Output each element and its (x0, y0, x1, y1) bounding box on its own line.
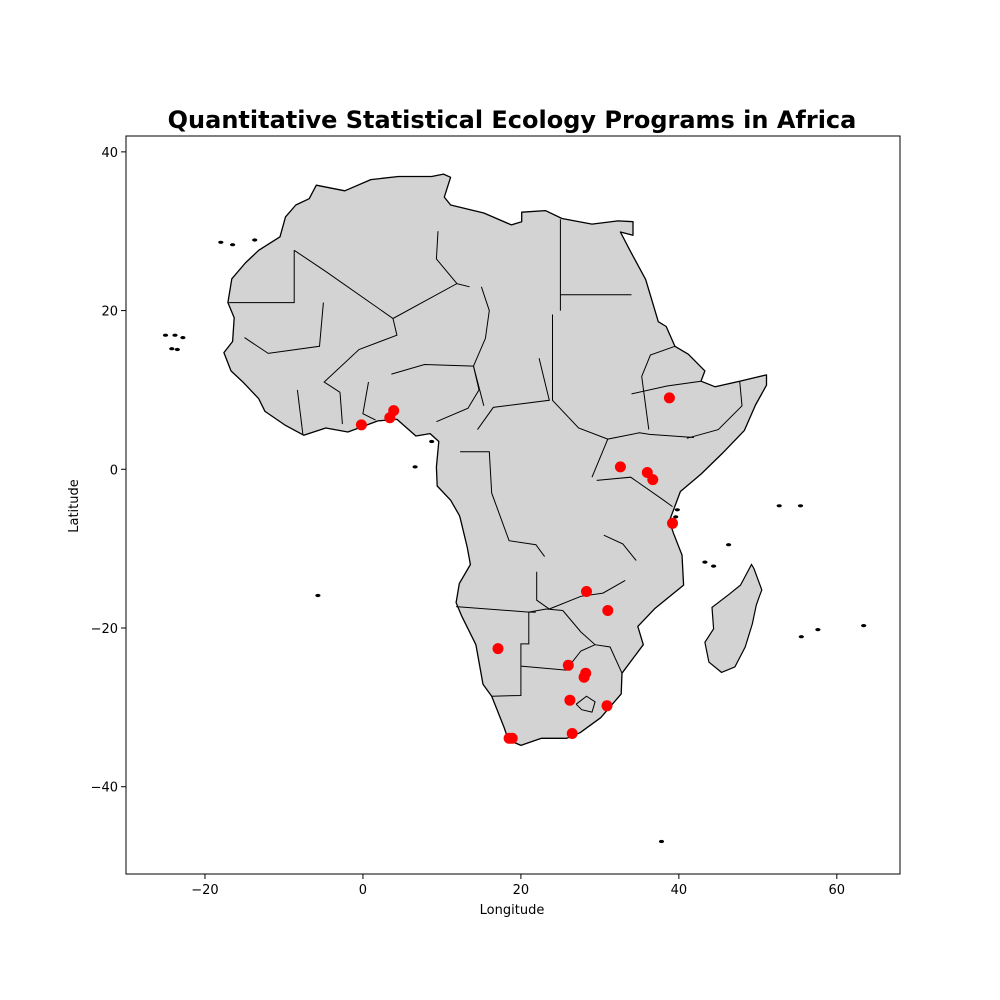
island (252, 238, 258, 242)
x-tick-label: 40 (671, 883, 688, 898)
program-point (581, 586, 592, 597)
program-point (578, 671, 590, 683)
island (180, 336, 186, 340)
country-border (362, 381, 376, 421)
country-border (552, 314, 608, 440)
program-point (601, 700, 613, 712)
country-border (596, 476, 673, 508)
program-point (506, 732, 518, 744)
country-border (641, 345, 676, 430)
island (861, 624, 867, 628)
x-tick-label: 0 (359, 883, 367, 898)
country-border (244, 302, 324, 354)
country-border (228, 250, 295, 304)
program-point (355, 419, 367, 431)
island (172, 333, 178, 337)
africa-basemap (162, 173, 867, 844)
island (412, 465, 418, 469)
island (711, 564, 717, 568)
island (815, 628, 821, 632)
island (162, 333, 169, 337)
y-tick-label: −40 (91, 781, 118, 796)
x-tick-label: −20 (191, 883, 218, 898)
plot-area (125, 135, 901, 875)
program-point (614, 461, 626, 473)
country-border (477, 358, 550, 430)
y-axis: −40 −20 0 20 40 (91, 146, 126, 796)
x-tick-label: 60 (829, 883, 846, 898)
country-border (339, 392, 343, 425)
island (798, 635, 804, 639)
madagascar-landmass (704, 563, 763, 674)
island (658, 839, 665, 844)
island (169, 347, 175, 351)
program-point (492, 643, 504, 655)
program-point (388, 405, 400, 417)
y-axis-label: Latitude (67, 479, 82, 533)
x-axis: −20 0 20 40 60 (191, 874, 845, 898)
country-border (536, 571, 626, 610)
island (776, 504, 782, 508)
island (429, 439, 435, 444)
island (218, 240, 224, 244)
country-border (460, 451, 546, 557)
country-border (323, 318, 398, 393)
island (673, 515, 679, 519)
x-tick-label: 20 (513, 883, 530, 898)
plot-frame (125, 135, 901, 875)
program-point (562, 659, 574, 671)
island (797, 504, 804, 508)
program-point (566, 728, 578, 739)
country-border (631, 380, 702, 395)
x-axis-label: Longitude (480, 903, 545, 918)
country-border (591, 432, 694, 478)
program-points (355, 392, 678, 744)
program-point (667, 517, 678, 529)
country-border (520, 644, 596, 671)
y-tick-label: 40 (101, 146, 118, 161)
y-tick-label: −20 (91, 622, 118, 637)
country-border (391, 363, 480, 423)
program-point (602, 605, 614, 616)
country-border (456, 606, 563, 613)
chart-title: Quantitative Statistical Ecology Program… (168, 106, 857, 134)
y-tick-label: 20 (101, 305, 118, 320)
country-border (575, 695, 596, 713)
island (702, 560, 708, 564)
country-border (686, 381, 743, 439)
country-border (296, 389, 304, 435)
island (315, 593, 321, 598)
country-border (603, 534, 637, 561)
program-point (564, 694, 576, 706)
island (230, 243, 236, 247)
island (726, 543, 732, 547)
island (674, 508, 680, 512)
program-point (647, 474, 659, 486)
island (174, 347, 180, 352)
country-border (435, 231, 458, 284)
y-tick-label: 0 (110, 463, 118, 478)
program-point (663, 392, 675, 404)
